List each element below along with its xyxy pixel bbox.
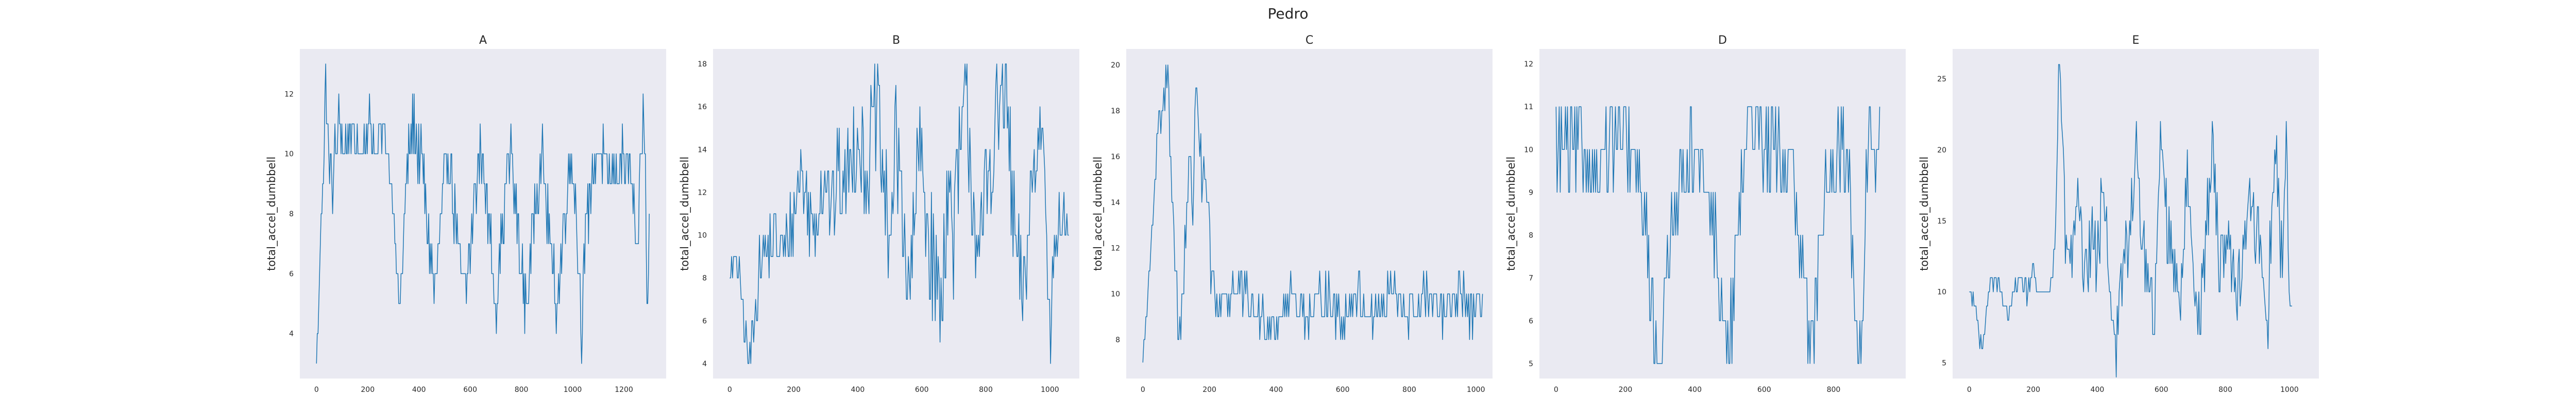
plot-area xyxy=(1953,49,2319,379)
y-tick-label: 20 xyxy=(1937,146,1946,154)
x-tick-label: 400 xyxy=(1269,386,1283,394)
x-tick-label: 1000 xyxy=(564,386,582,394)
y-tick-label: 14 xyxy=(1111,199,1120,207)
figure-title: Pedro xyxy=(1268,5,1309,22)
plot-area xyxy=(300,49,666,379)
x-tick-label: 400 xyxy=(412,386,426,394)
y-tick-label: 14 xyxy=(698,146,707,154)
x-tick-label: 600 xyxy=(2155,386,2168,394)
y-tick-label: 6 xyxy=(702,317,707,325)
series-line xyxy=(1969,64,2292,377)
x-tick-label: 800 xyxy=(1402,386,1416,394)
series-line xyxy=(730,63,1069,364)
x-tick-label: 0 xyxy=(1554,386,1558,394)
x-tick-label: 400 xyxy=(851,386,865,394)
series-line xyxy=(1555,106,1880,364)
y-axis-label: total_accel_dumbbell xyxy=(679,157,691,271)
x-tick-label: 0 xyxy=(1967,386,1972,394)
x-tick-label: 200 xyxy=(1619,386,1633,394)
x-tick-label: 1000 xyxy=(1041,386,1059,394)
y-tick-label: 4 xyxy=(289,330,294,338)
y-tick-label: 9 xyxy=(1529,188,1533,197)
y-tick-label: 5 xyxy=(1529,360,1533,368)
y-tick-label: 4 xyxy=(702,360,707,368)
y-axis-label: total_accel_dumbbell xyxy=(1092,157,1105,271)
y-tick-label: 6 xyxy=(289,270,294,278)
y-tick-label: 7 xyxy=(1529,274,1533,283)
series-line xyxy=(1142,64,1483,363)
x-tick-label: 200 xyxy=(1202,386,1216,394)
y-axis-label: total_accel_dumbbell xyxy=(1918,157,1931,271)
y-tick-label: 8 xyxy=(289,210,294,218)
x-tick-label: 400 xyxy=(2091,386,2105,394)
x-tick-label: 0 xyxy=(1141,386,1145,394)
x-tick-label: 600 xyxy=(1336,386,1350,394)
x-tick-label: 200 xyxy=(361,386,375,394)
y-tick-label: 8 xyxy=(1529,232,1533,240)
y-tick-label: 8 xyxy=(1115,336,1120,344)
subplot-title: A xyxy=(479,34,487,47)
subplot-title: B xyxy=(892,34,900,47)
x-tick-label: 1000 xyxy=(1467,386,1485,394)
y-tick-label: 10 xyxy=(284,150,294,159)
y-tick-label: 6 xyxy=(1529,317,1533,325)
y-tick-label: 25 xyxy=(1937,75,1946,83)
y-tick-label: 15 xyxy=(1937,217,1946,226)
y-tick-label: 10 xyxy=(1111,290,1120,299)
y-tick-label: 12 xyxy=(698,188,707,197)
y-tick-label: 20 xyxy=(1111,61,1120,70)
subplot-title: D xyxy=(1718,34,1727,47)
x-tick-label: 0 xyxy=(314,386,319,394)
y-tick-label: 18 xyxy=(1111,107,1120,115)
y-tick-label: 16 xyxy=(1111,153,1120,161)
y-tick-label: 12 xyxy=(1524,60,1533,68)
x-tick-label: 800 xyxy=(515,386,529,394)
x-tick-label: 1200 xyxy=(615,386,633,394)
y-tick-label: 8 xyxy=(702,274,707,283)
x-tick-label: 600 xyxy=(915,386,929,394)
x-tick-label: 0 xyxy=(727,386,732,394)
y-tick-label: 10 xyxy=(1937,288,1946,297)
x-tick-label: 800 xyxy=(2218,386,2232,394)
y-tick-label: 12 xyxy=(284,90,294,98)
y-tick-label: 18 xyxy=(698,60,707,68)
y-tick-label: 10 xyxy=(1524,146,1533,154)
x-tick-label: 600 xyxy=(1757,386,1771,394)
x-tick-label: 200 xyxy=(2026,386,2040,394)
series-line xyxy=(316,63,650,364)
subplot-title: C xyxy=(1306,34,1313,47)
x-tick-label: 800 xyxy=(1827,386,1841,394)
y-tick-label: 10 xyxy=(698,232,707,240)
plot-area xyxy=(1539,49,1906,379)
subplot-title: E xyxy=(2132,34,2140,47)
x-tick-label: 600 xyxy=(463,386,477,394)
y-tick-label: 16 xyxy=(698,103,707,111)
y-axis-label: total_accel_dumbbell xyxy=(265,157,278,271)
x-tick-label: 1000 xyxy=(2280,386,2299,394)
y-axis-label: total_accel_dumbbell xyxy=(1505,157,1518,271)
y-tick-label: 5 xyxy=(1942,359,1946,368)
y-tick-label: 11 xyxy=(1524,103,1533,111)
x-tick-label: 400 xyxy=(1688,386,1702,394)
x-tick-label: 800 xyxy=(979,386,993,394)
y-tick-label: 12 xyxy=(1111,245,1120,253)
x-tick-label: 200 xyxy=(787,386,801,394)
